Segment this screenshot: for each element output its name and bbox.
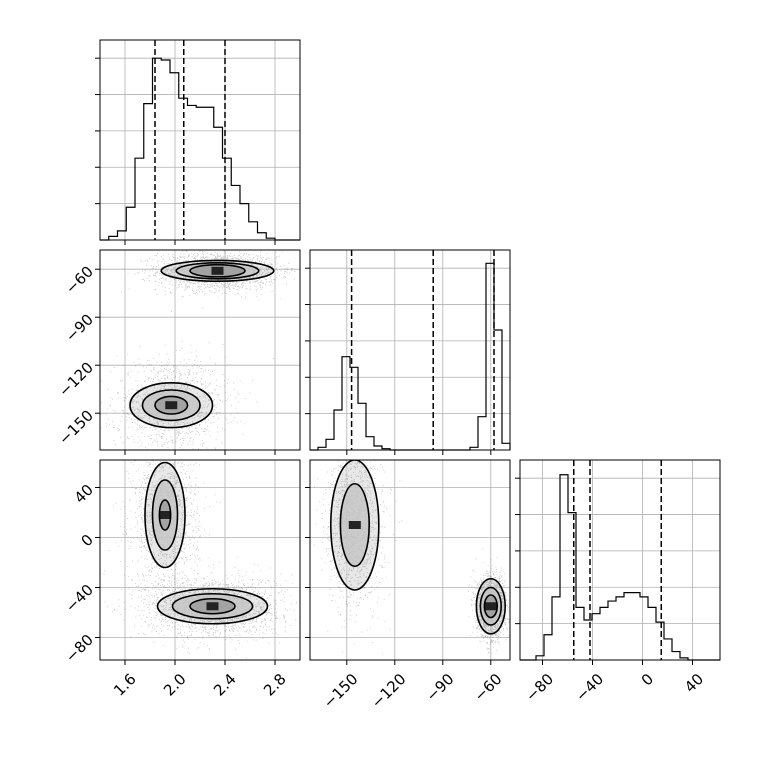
x-tick-label: 40	[681, 670, 707, 696]
x-tick-label: 0	[638, 670, 657, 689]
contour-line	[339, 482, 370, 568]
contour-line	[330, 460, 380, 591]
y-tick-label: −150	[55, 406, 97, 448]
x-tick-label: 1.6	[110, 670, 140, 700]
x-tick-label: −60	[470, 670, 505, 705]
density-peak	[159, 511, 171, 519]
contour-line	[154, 395, 189, 415]
y-tick-label: −80	[62, 631, 97, 666]
contour-line	[483, 594, 498, 619]
density-peak	[484, 602, 497, 611]
x-tick-label: 2.0	[160, 670, 190, 700]
panel-frame	[99, 459, 301, 661]
contour-line	[158, 499, 172, 531]
x-tick-label: −150	[320, 670, 362, 712]
contour-line	[156, 587, 269, 625]
histogram-panel-0	[95, 39, 301, 245]
density-peak	[348, 521, 361, 529]
histogram-step	[310, 262, 511, 451]
contour-line	[129, 382, 214, 429]
scatter-points	[100, 250, 296, 450]
contour-line	[175, 261, 260, 280]
scatter-panel-1-2: −150 −120 −90 −60	[305, 459, 511, 712]
y-tick-label: 40	[71, 481, 97, 507]
histogram-panel-2: −80 −40 0 40	[515, 459, 721, 705]
x-tick-label: −80	[522, 670, 557, 705]
contour-line	[479, 586, 502, 626]
density-peak	[165, 401, 178, 410]
y-tick-label: −90	[62, 310, 97, 345]
scatter-panel-0-2: 1.6 2.0 2.4 2.8 −80 −40 0 40	[62, 459, 301, 700]
histogram-panel-1	[305, 249, 511, 455]
panel-frame	[309, 249, 511, 451]
contour-line	[144, 461, 186, 569]
x-tick-label: −40	[572, 670, 607, 705]
histogram-step	[100, 57, 300, 241]
x-tick-label: 2.4	[210, 670, 240, 700]
contour-line	[141, 389, 201, 422]
scatter-points	[310, 460, 510, 655]
x-tick-label: −90	[422, 670, 457, 705]
histogram-step	[520, 474, 720, 661]
contour-line	[189, 597, 236, 615]
panel-frame	[309, 459, 511, 661]
y-tick-label: 0	[78, 531, 97, 550]
contour-line	[171, 592, 254, 620]
contour-line	[160, 259, 275, 282]
y-tick-label: −40	[62, 581, 97, 616]
x-tick-label: 2.8	[260, 670, 290, 700]
density-peak	[211, 266, 224, 275]
y-tick-label: −60	[62, 262, 97, 297]
contour-line	[475, 577, 506, 635]
contour-line	[189, 263, 246, 278]
x-tick-label: −120	[368, 670, 410, 712]
panel-frame	[99, 39, 301, 241]
panel-frame	[519, 459, 721, 661]
panel-frame	[99, 249, 301, 451]
density-peak	[206, 602, 219, 611]
scatter-points	[103, 460, 300, 660]
contour-line	[151, 479, 179, 551]
y-tick-label: −120	[55, 358, 97, 400]
scatter-panel-0-1: −150 −120 −90 −60	[55, 249, 301, 455]
